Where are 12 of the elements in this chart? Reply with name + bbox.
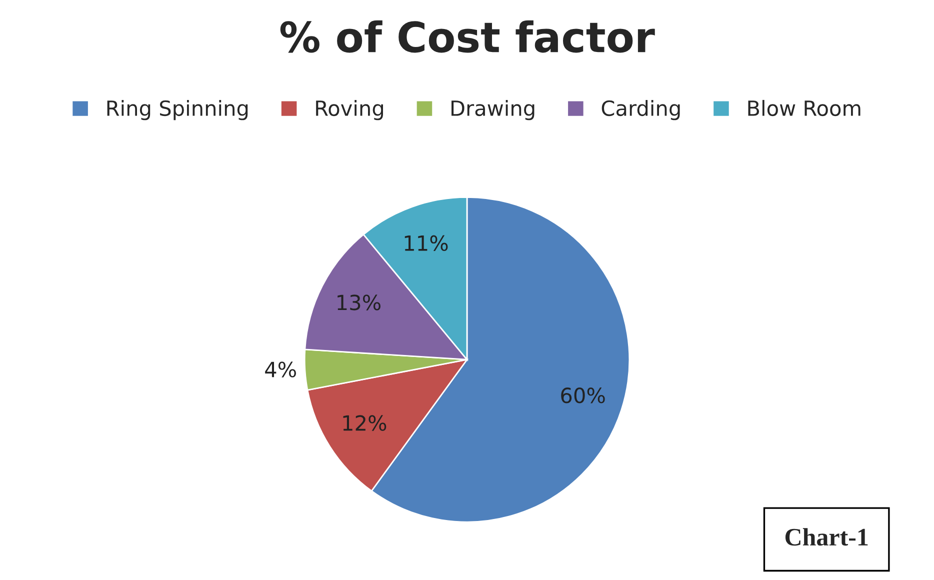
legend-label: Ring Spinning bbox=[107, 100, 248, 120]
chart-title: % of Cost factor bbox=[280, 20, 655, 53]
text: Chart-1 bbox=[785, 528, 868, 546]
data-label: 60% bbox=[561, 388, 605, 404]
legend-label: Roving bbox=[316, 100, 383, 120]
data-label: 12% bbox=[343, 415, 386, 431]
data-label: 11% bbox=[404, 235, 448, 252]
legend-label: Carding bbox=[602, 100, 680, 120]
legend-label: Blow Room bbox=[748, 100, 860, 116]
legend-label: Drawing bbox=[452, 100, 534, 120]
data-label: 4% bbox=[265, 362, 296, 378]
data-label: 13% bbox=[338, 294, 380, 310]
